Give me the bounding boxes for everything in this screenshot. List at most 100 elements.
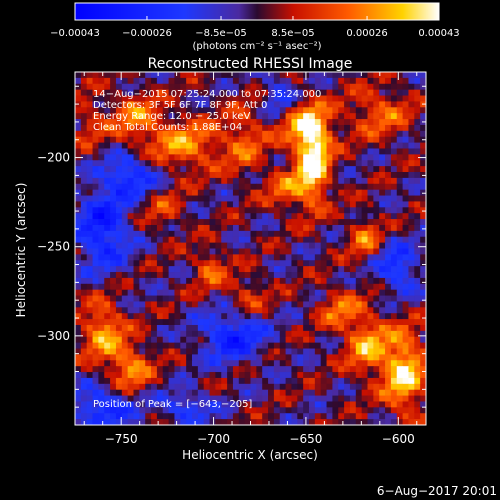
heatmap-cell xyxy=(349,72,357,79)
heatmap-cell xyxy=(221,419,228,425)
heatmap-cell xyxy=(309,77,316,85)
heatmap-cell xyxy=(139,124,146,132)
heatmap-cell xyxy=(104,401,111,408)
heatmap-cell xyxy=(133,313,140,320)
heatmap-cell xyxy=(186,354,193,361)
heatmap-cell xyxy=(92,283,99,291)
heatmap-cell xyxy=(209,330,216,338)
heatmap-cell xyxy=(332,254,339,261)
heatmap-cell xyxy=(385,83,392,91)
heatmap-cell xyxy=(110,83,117,91)
heatmap-cell xyxy=(373,201,380,208)
heatmap-cell xyxy=(115,236,123,244)
heatmap-cell xyxy=(186,360,193,367)
heatmap-cell xyxy=(344,277,351,285)
heatmap-cell xyxy=(98,277,105,285)
heatmap-cell xyxy=(232,142,240,149)
heatmap-cell xyxy=(197,319,205,326)
heatmap-cell xyxy=(197,101,205,108)
heatmap-cell xyxy=(110,219,117,226)
heatmap-cell xyxy=(180,272,187,279)
heatmap-cell xyxy=(221,160,228,167)
heatmap-cell xyxy=(180,72,187,79)
heatmap-cell xyxy=(250,348,257,355)
heatmap-cell xyxy=(121,407,129,414)
heatmap-cell xyxy=(98,219,105,226)
heatmap-cell xyxy=(80,248,88,255)
heatmap-cell xyxy=(186,330,193,338)
heatmap-cell xyxy=(192,236,199,244)
heatmap-cell xyxy=(291,254,298,261)
heatmap-cell xyxy=(244,377,251,385)
heatmap-cell xyxy=(279,142,286,149)
heatmap-cell xyxy=(86,260,93,267)
heatmap-cell xyxy=(86,383,93,391)
heatmap-cell xyxy=(92,113,99,120)
heatmap-cell xyxy=(139,213,146,220)
heatmap-cell xyxy=(98,389,105,396)
heatmap-cell xyxy=(273,319,281,326)
heatmap-cell xyxy=(209,89,216,96)
heatmap-cell xyxy=(273,107,281,114)
heatmap-cell xyxy=(390,307,398,314)
heatmap-cell xyxy=(273,177,281,185)
heatmap-cell xyxy=(373,383,380,391)
heatmap-cell xyxy=(396,301,403,308)
heatmap-cell xyxy=(238,77,246,85)
heatmap-cell xyxy=(291,183,298,191)
heatmap-cell xyxy=(373,419,380,425)
heatmap-cell xyxy=(414,401,421,408)
heatmap-cell xyxy=(98,266,105,273)
heatmap-cell xyxy=(367,101,374,108)
heatmap-cell xyxy=(139,248,146,255)
heatmap-cell xyxy=(174,401,181,408)
heatmap-cell xyxy=(92,307,99,314)
heatmap-cell xyxy=(186,342,193,349)
heatmap-cell xyxy=(232,330,240,338)
heatmap-cell xyxy=(385,342,392,349)
heatmap-cell xyxy=(192,330,199,338)
heatmap-cell xyxy=(115,124,123,132)
heatmap-cell xyxy=(168,160,175,167)
heatmap-cell xyxy=(373,213,380,220)
heatmap-cell xyxy=(127,95,134,102)
heatmap-cell xyxy=(420,83,426,91)
heatmap-cell xyxy=(174,124,181,132)
heatmap-cell xyxy=(256,166,263,173)
heatmap-cell xyxy=(303,213,310,220)
heatmap-cell xyxy=(420,89,426,96)
heatmap-cell xyxy=(151,101,158,108)
heatmap-cell xyxy=(221,119,228,126)
heatmap-cell xyxy=(408,248,415,255)
heatmap-cell xyxy=(344,289,351,296)
heatmap-cell xyxy=(256,177,263,185)
heatmap-cell xyxy=(396,154,403,161)
heatmap-cell xyxy=(385,383,392,391)
heatmap-cell xyxy=(133,254,140,261)
heatmap-cell xyxy=(420,389,426,396)
heatmap-cell xyxy=(162,172,169,179)
heatmap-cell xyxy=(385,289,392,296)
heatmap-cell xyxy=(151,154,158,161)
heatmap-cell xyxy=(127,136,134,143)
heatmap-cell xyxy=(180,301,187,308)
heatmap-cell xyxy=(180,395,187,402)
heatmap-cell xyxy=(127,254,134,261)
heatmap-cell xyxy=(285,172,292,179)
heatmap-cell xyxy=(232,366,240,373)
heatmap-cell xyxy=(309,242,316,249)
heatmap-cell xyxy=(349,213,357,220)
heatmap-cell xyxy=(98,407,105,414)
colorbar-tick-label: −0.00026 xyxy=(122,28,172,39)
heatmap-cell xyxy=(262,372,269,379)
heatmap-cell xyxy=(104,354,111,361)
heatmap-cell xyxy=(279,113,286,120)
heatmap-cell xyxy=(402,166,409,173)
heatmap-cell xyxy=(133,248,140,255)
heatmap-cell xyxy=(367,224,374,232)
heatmap-cell xyxy=(86,366,93,373)
heatmap-cell xyxy=(291,207,298,214)
heatmap-cell xyxy=(221,213,228,220)
heatmap-cell xyxy=(156,272,164,279)
heatmap-cell xyxy=(86,254,93,261)
